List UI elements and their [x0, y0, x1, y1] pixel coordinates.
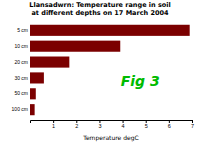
x-tick: 6	[168, 120, 171, 129]
y-tick: 30 cm	[14, 75, 28, 81]
title: Llansadwrn: Temperature range in soilat …	[29, 1, 170, 17]
y-tick: 20 cm	[14, 59, 28, 65]
x-tick-label: 2	[75, 123, 78, 129]
y-tick: 5 cm	[17, 27, 28, 33]
y-axis: 5 cm 10 cm 20 cm 30 cm 50 cm 100 cm	[12, 27, 28, 112]
bar	[30, 72, 44, 83]
x-tick: 1	[52, 120, 55, 129]
y-tick: 10 cm	[14, 43, 28, 49]
y-tick: 50 cm	[14, 90, 28, 96]
annotation: Fig 3	[121, 73, 160, 89]
bar	[30, 41, 120, 52]
bar	[30, 104, 35, 115]
y-tick-label: 30 cm	[14, 75, 28, 81]
x-tick: 4	[122, 120, 125, 129]
y-tick-label: 50 cm	[14, 90, 28, 96]
plot: 1 2 3 4 5 6 7 5 cm 10 cm 20 cm 30 cm 50 cm 100 cm Fig…	[12, 25, 194, 129]
x-tick-label: 4	[122, 123, 125, 129]
x-tick-label: 6	[168, 123, 171, 129]
x-tick: 7	[191, 120, 194, 129]
bars	[30, 25, 190, 115]
x-tick-label: 7	[191, 123, 194, 129]
x-tick: 2	[75, 120, 78, 129]
bar	[30, 25, 190, 36]
x-axis-title: Temperature degC	[82, 134, 138, 142]
x-axis: 1 2 3 4 5 6 7	[31, 120, 195, 129]
x-tick-label: 5	[145, 123, 148, 129]
y-tick: 100 cm	[12, 106, 28, 112]
y-tick-label: 100 cm	[12, 106, 28, 112]
bar	[30, 88, 36, 99]
bar	[30, 57, 69, 68]
y-tick-label: 20 cm	[14, 59, 28, 65]
y-tick-label: 5 cm	[17, 27, 28, 33]
x-tick: 3	[98, 120, 101, 129]
x-tick: 5	[145, 120, 148, 129]
x-tick-label: 1	[52, 123, 55, 129]
x-tick-label: 3	[98, 123, 101, 129]
y-tick-label: 10 cm	[14, 43, 28, 49]
chart: Llansadwrn: Temperature range in soilat …	[0, 0, 200, 142]
